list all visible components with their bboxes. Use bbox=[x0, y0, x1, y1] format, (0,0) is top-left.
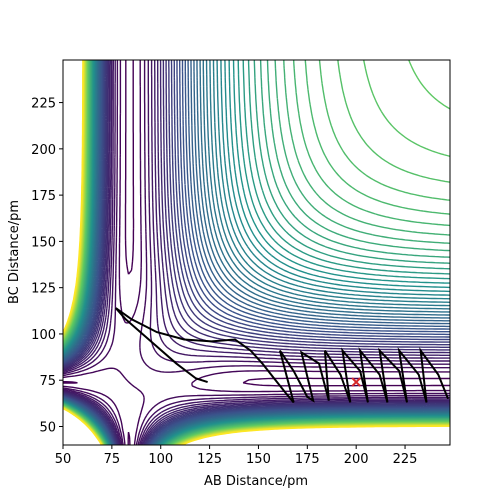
trajectory bbox=[115, 307, 449, 404]
x-tick-label: 200 bbox=[344, 452, 369, 467]
y-tick-label: 225 bbox=[31, 97, 56, 112]
x-tick-label: 100 bbox=[148, 452, 173, 467]
x-tick-label: 50 bbox=[55, 452, 72, 467]
y-axis-label: BC Distance/pm bbox=[7, 200, 22, 304]
x-tick-label: 150 bbox=[246, 452, 271, 467]
contour-line bbox=[63, 60, 450, 445]
x-tick-label: 175 bbox=[295, 452, 320, 467]
contour-line bbox=[63, 60, 450, 445]
contours bbox=[63, 60, 450, 445]
x-tick-label: 75 bbox=[104, 452, 121, 467]
y-tick-label: 150 bbox=[31, 235, 56, 250]
contour-line bbox=[63, 60, 450, 445]
x-axis-label: AB Distance/pm bbox=[204, 474, 308, 489]
x-tick-label: 125 bbox=[197, 452, 222, 467]
y-tick-label: 75 bbox=[39, 374, 56, 389]
plot-frame bbox=[62, 59, 451, 446]
x-tick-label: 225 bbox=[393, 452, 418, 467]
y-tick-label: 200 bbox=[31, 143, 56, 158]
y-tick-label: 100 bbox=[31, 328, 56, 343]
contour-line bbox=[63, 60, 450, 445]
y-tick-label: 125 bbox=[31, 282, 56, 297]
contour-line bbox=[63, 60, 450, 445]
contour-line bbox=[63, 60, 450, 445]
contour-line bbox=[63, 60, 450, 445]
y-tick-label: 175 bbox=[31, 189, 56, 204]
trajectory-line bbox=[115, 307, 449, 404]
contour-line bbox=[63, 60, 450, 445]
y-tick-label: 50 bbox=[39, 420, 56, 435]
start-marker bbox=[351, 377, 361, 387]
